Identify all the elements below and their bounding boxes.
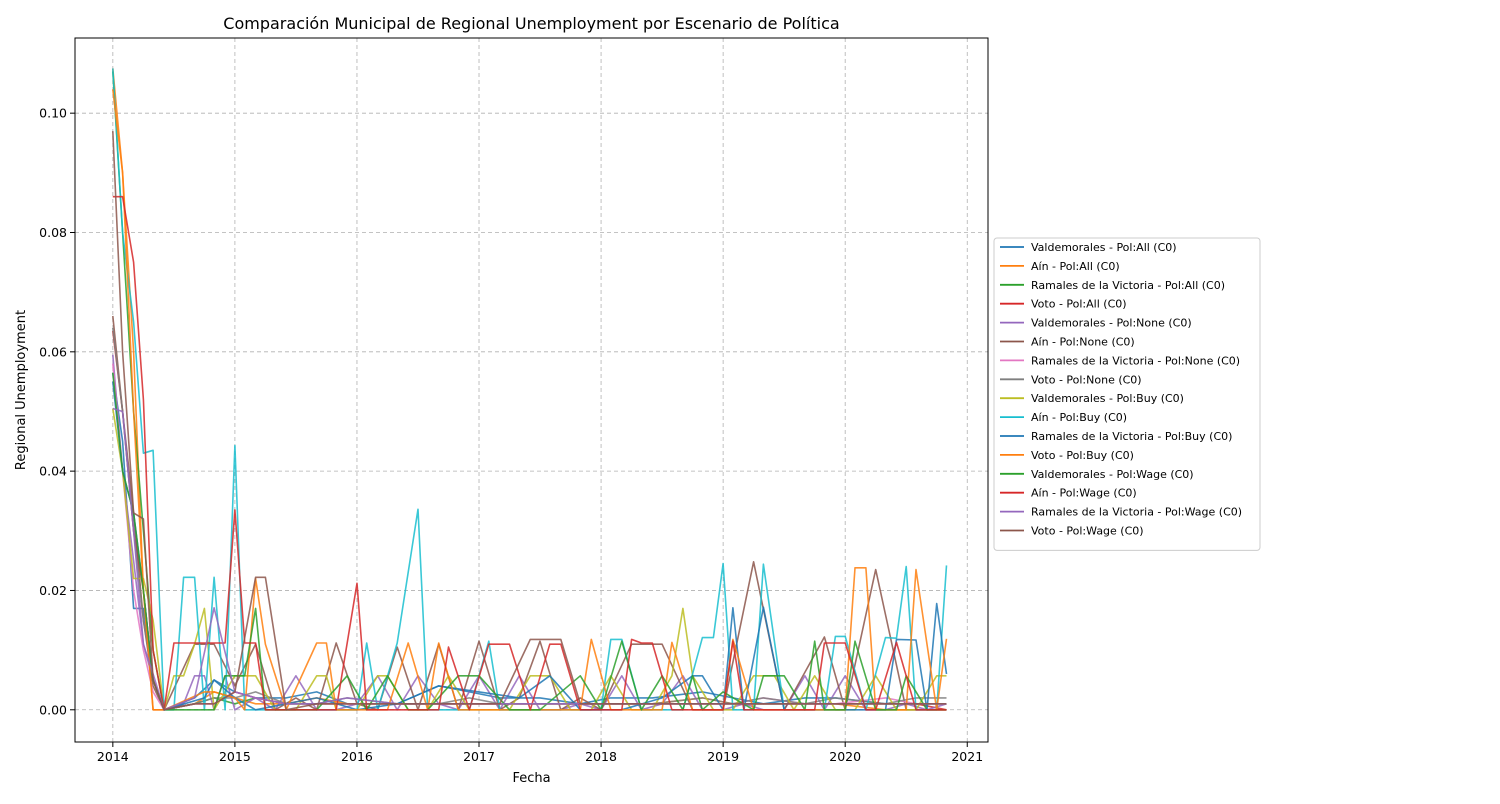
legend-entry-label: Valdemorales - Pol:All (C0) [1031,241,1177,254]
legend-entry-label: Aín - Pol:Buy (C0) [1031,411,1127,424]
x-tick-label: 2015 [219,749,251,764]
series-lines [112,68,948,711]
y-tick-label: 0.02 [39,583,67,598]
legend-entry-label: Voto - Pol:All (C0) [1031,298,1127,311]
plot-area-frame [74,37,989,743]
series-line-11 [112,381,948,711]
legend-entry-label: Valdemorales - Pol:Wage (C0) [1031,468,1194,481]
x-tick-label: 2017 [463,749,495,764]
series-line-3 [112,71,947,711]
y-tick-label: 0.00 [39,702,67,717]
legend-entry-label: Ramales de la Victoria - Pol:Wage (C0) [1031,506,1242,519]
series-line-12 [112,89,948,711]
series-line-16 [112,131,947,711]
axis-ticks: 2014 2015 2016 2017 2018 2019 2020 2021 0.00 0.02… [39,106,983,764]
legend-entry-label: Aín - Pol:All (C0) [1031,260,1120,273]
series-line-13 [112,372,947,711]
legend-entry-label: Ramales de la Victoria - Pol:All (C0) [1031,279,1225,292]
y-tick-label: 0.08 [39,225,67,240]
chart-title: Comparación Municipal de Regional Unempl… [223,14,839,33]
x-axis-label: Fecha [512,771,550,786]
x-tick-label: 2016 [341,749,373,764]
x-tick-label: 2020 [829,749,861,764]
legend-entry-label: Voto - Pol:Buy (C0) [1031,449,1134,462]
legend-box [993,237,1261,551]
legend-entry-label: Voto - Pol:None (C0) [1031,373,1142,386]
x-tick-label: 2014 [97,749,129,764]
x-tick-label: 2018 [585,749,617,764]
series-line-10 [112,68,948,711]
legend-entry-label: Valdemorales - Pol:None (C0) [1031,317,1192,330]
series-line-14 [112,195,947,711]
legend: Valdemorales - Pol:All (C0) Aín - Pol:All… [993,237,1261,551]
legend-entry-label: Ramales de la Victoria - Pol:None (C0) [1031,354,1240,367]
x-tick-label: 2019 [707,749,739,764]
y-tick-label: 0.10 [39,106,67,121]
x-tick-label: 2021 [951,749,983,764]
y-axis-label: Regional Unemployment [14,310,29,470]
series-line-2 [112,68,947,711]
legend-entry-label: Aín - Pol:Wage (C0) [1031,487,1137,500]
legend-entry-label: Voto - Pol:Wage (C0) [1031,525,1144,538]
y-tick-label: 0.06 [39,344,67,359]
grid-lines [75,38,988,742]
legend-entry-label: Ramales de la Victoria - Pol:Buy (C0) [1031,430,1232,443]
legend-entry-label: Aín - Pol:None (C0) [1031,336,1135,349]
legend-entry-label: Valdemorales - Pol:Buy (C0) [1031,392,1184,405]
y-tick-label: 0.04 [39,464,67,479]
